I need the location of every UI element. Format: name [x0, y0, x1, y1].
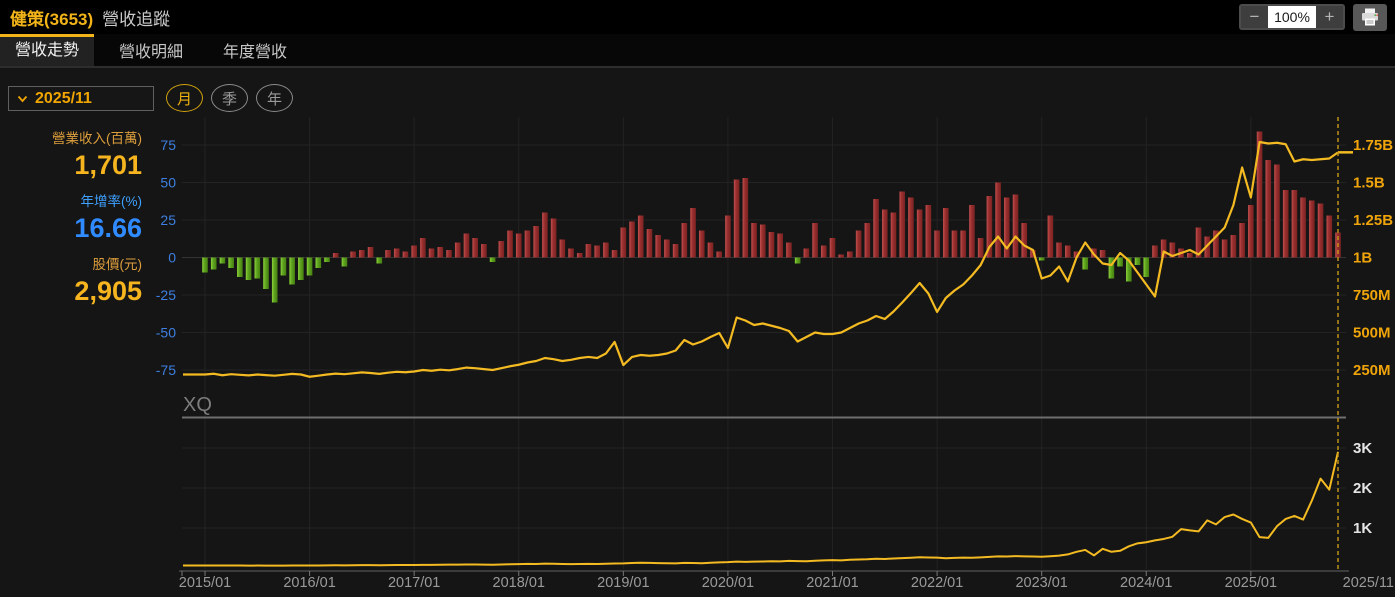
zoom-in-button[interactable]: +: [1316, 6, 1343, 28]
revenue-line: [183, 140, 1353, 378]
chevron-down-icon: [17, 95, 28, 102]
svg-text:2025/01: 2025/01: [1225, 575, 1277, 591]
svg-text:2K: 2K: [1353, 480, 1372, 497]
stock-title: 健策(3653): [10, 9, 94, 29]
svg-text:1.5B: 1.5B: [1353, 175, 1385, 192]
period-buttons: 月 季 年: [166, 84, 293, 112]
svg-text:1K: 1K: [1353, 520, 1372, 537]
print-icon: [1362, 8, 1379, 26]
svg-text:2024/01: 2024/01: [1120, 575, 1172, 591]
svg-text:2023/01: 2023/01: [1015, 575, 1067, 591]
print-button[interactable]: [1353, 3, 1387, 31]
stat-price: 股價(元) 2,905: [0, 255, 142, 308]
axis-labels: 75 50 25 0 -25 -50 -75 1.75B 1.5B 1.25B 1B 750M 500M…: [156, 137, 1393, 537]
svg-text:2017/01: 2017/01: [388, 575, 440, 591]
period-quarter-button[interactable]: 季: [211, 84, 248, 112]
tab-revenue-detail[interactable]: 營收明細: [119, 44, 184, 61]
svg-text:2021/01: 2021/01: [806, 575, 858, 591]
svg-text:500M: 500M: [1353, 325, 1391, 342]
svg-text:2025/11: 2025/11: [1343, 575, 1394, 591]
svg-text:75: 75: [160, 137, 176, 153]
svg-text:2016/01: 2016/01: [283, 575, 335, 591]
svg-text:2018/01: 2018/01: [493, 575, 545, 591]
gridlines: [182, 117, 1346, 569]
svg-text:2020/01: 2020/01: [702, 575, 754, 591]
svg-text:1.25B: 1.25B: [1353, 212, 1393, 229]
growth-value: 16.66: [74, 213, 142, 243]
svg-text:-75: -75: [156, 362, 176, 378]
price-line: [183, 451, 1339, 567]
header-bar: 健策(3653) 營收追蹤 − 100% +: [0, 0, 1395, 34]
svg-text:2015/01: 2015/01: [179, 575, 231, 591]
zoom-level: 100%: [1268, 6, 1316, 28]
stat-growth: 年增率(%) 16.66: [0, 192, 142, 245]
tab-annual-revenue[interactable]: 年度營收: [223, 44, 288, 61]
tab-bar: 營收走勢 營收明細 年度營收: [0, 34, 1395, 68]
period-month-button[interactable]: 月: [166, 84, 203, 112]
stats-panel: 營業收入(百萬) 1,701 年增率(%) 16.66 股價(元) 2,905: [0, 129, 142, 308]
svg-text:750M: 750M: [1353, 287, 1391, 304]
svg-text:2022/01: 2022/01: [911, 575, 963, 591]
svg-text:25: 25: [160, 212, 176, 228]
svg-text:50: 50: [160, 175, 176, 191]
svg-text:3K: 3K: [1353, 440, 1372, 457]
revenue-label: 營業收入(百萬): [52, 131, 142, 146]
price-label: 股價(元): [92, 257, 143, 272]
date-dropdown[interactable]: 2025/11: [8, 86, 154, 111]
revenue-value: 1,701: [74, 150, 142, 180]
svg-text:2019/01: 2019/01: [597, 575, 649, 591]
zoom-control: − 100% +: [1239, 4, 1345, 30]
svg-text:1B: 1B: [1353, 250, 1372, 267]
price-value: 2,905: [74, 276, 142, 306]
growth-bars: [202, 131, 1341, 303]
svg-text:-50: -50: [156, 325, 176, 341]
svg-text:1.75B: 1.75B: [1353, 137, 1393, 154]
svg-text:-25: -25: [156, 287, 176, 303]
date-dropdown-value: 2025/11: [35, 89, 92, 107]
svg-text:250M: 250M: [1353, 362, 1391, 379]
x-axis: 2015/01 2016/01 2017/01 2018/01 2019/01 2020/…: [179, 570, 1394, 591]
period-year-button[interactable]: 年: [256, 84, 293, 112]
svg-text:0: 0: [168, 250, 176, 266]
stat-revenue: 營業收入(百萬) 1,701: [0, 129, 142, 182]
tab-revenue-trend[interactable]: 營收走勢: [0, 34, 95, 66]
growth-label: 年增率(%): [80, 194, 143, 209]
chart-divider: XQ: [182, 394, 1346, 419]
zoom-out-button[interactable]: −: [1241, 6, 1268, 28]
page-title: 營收追蹤: [102, 9, 171, 29]
svg-text:XQ: XQ: [183, 394, 212, 416]
